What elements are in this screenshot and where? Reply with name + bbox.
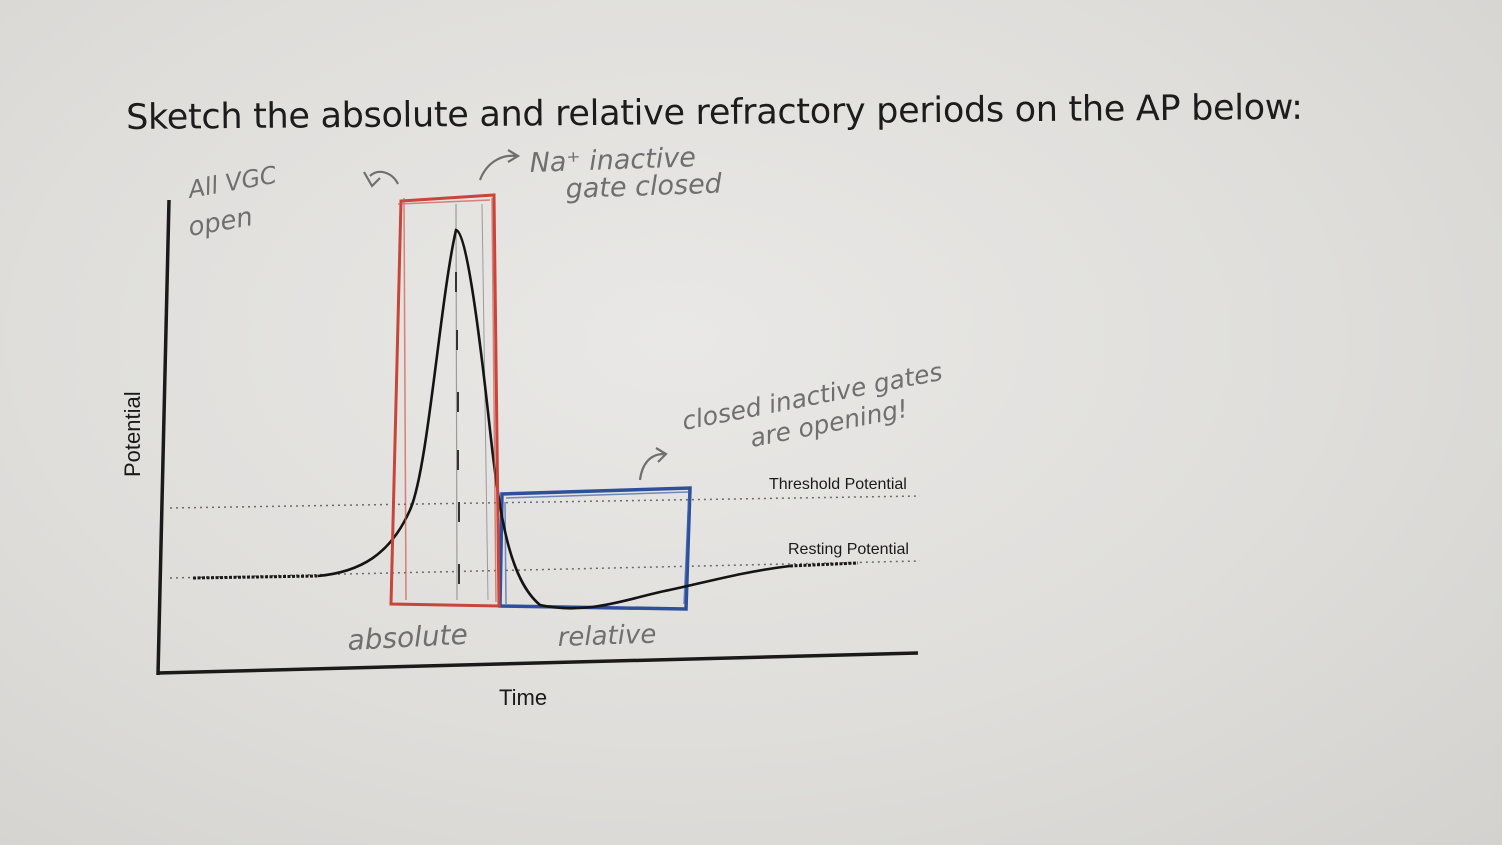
all-vgc-line1: All VGC — [184, 161, 279, 204]
threshold-line — [169, 495, 921, 509]
pencil-guide-line — [455, 203, 458, 601]
pencil-guide-line-2 — [481, 203, 489, 601]
resting-line — [169, 560, 921, 579]
action-potential-curve — [317, 228, 791, 610]
threshold-label: Threshold Potential — [769, 476, 907, 493]
x-axis-label: Time — [499, 685, 547, 710]
resting-baseline — [192, 574, 319, 580]
y-axis — [156, 199, 171, 676]
hook-arrow-right — [478, 149, 521, 181]
resting-tail — [789, 561, 859, 568]
x-axis — [157, 651, 919, 675]
relative-refractory-box-sketch — [504, 491, 690, 605]
relative-label: relative — [557, 620, 657, 653]
resting-label: Resting Potential — [788, 541, 909, 558]
na-line1: Na⁺ inactive — [529, 142, 696, 179]
absolute-refractory-box-sketch — [397, 197, 497, 603]
absolute-label: absolute — [347, 618, 469, 657]
hook-arrow-left — [363, 170, 399, 188]
y-axis-label: Potential — [120, 391, 145, 477]
hook-arrow-blue-box — [638, 447, 668, 481]
dashed-marks — [455, 272, 460, 584]
all-vgc-line2: open — [186, 202, 255, 243]
absolute-refractory-box — [389, 193, 501, 608]
na-line2: gate closed — [565, 169, 723, 205]
relative-refractory-box — [498, 486, 692, 611]
